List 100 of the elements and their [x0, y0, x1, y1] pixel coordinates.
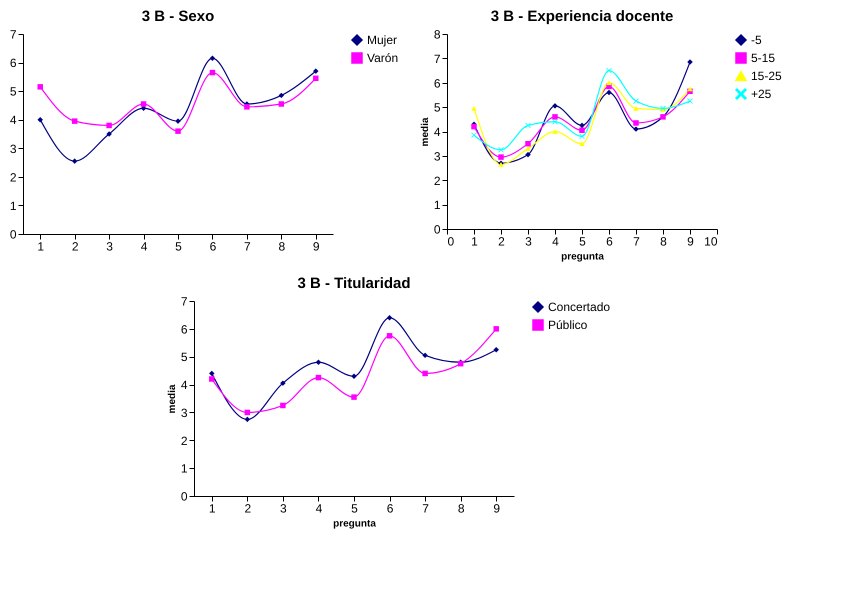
x-axis-title: pregunta	[561, 252, 604, 262]
legend-label: Público	[548, 318, 588, 332]
point	[498, 147, 504, 153]
x-tick-label: 4	[316, 502, 323, 516]
point	[422, 352, 428, 358]
x-tick-label: 7	[633, 234, 640, 248]
point	[313, 76, 319, 82]
point	[37, 84, 43, 90]
point	[633, 126, 639, 132]
point	[386, 314, 392, 320]
point	[244, 416, 250, 422]
y-tick-label: 1	[10, 198, 17, 213]
point	[106, 122, 112, 128]
y-tick-label: 7	[180, 294, 188, 308]
x-tick-label: 4	[140, 240, 148, 254]
point	[316, 374, 322, 380]
x-tick-label: 1	[37, 240, 44, 254]
x-tick-label: 9	[493, 502, 500, 516]
point	[316, 360, 322, 366]
y-tick-label: 2	[10, 170, 17, 184]
point	[471, 132, 477, 138]
point	[525, 152, 531, 158]
y-tick-label: 5	[10, 84, 17, 99]
y-tick-label: 0	[180, 490, 188, 504]
point	[280, 402, 286, 408]
point	[493, 326, 499, 332]
chart-title: 3 B - Experiencia docente	[490, 8, 674, 25]
point	[579, 128, 585, 134]
x-tick-label: 6	[210, 240, 217, 254]
point	[525, 146, 531, 151]
legend-label: Concertado	[548, 300, 610, 314]
y-tick-label: 5	[434, 100, 441, 115]
y-tick-label: 4	[10, 113, 17, 128]
legend-label: 15-25	[751, 69, 782, 83]
point	[209, 376, 215, 382]
point	[633, 98, 639, 104]
legend-label: Varón	[367, 51, 398, 65]
point	[525, 140, 531, 146]
x-tick-label: 8	[278, 240, 286, 254]
point	[175, 128, 181, 134]
point	[552, 114, 558, 120]
point	[106, 131, 112, 137]
y-tick-label: 1	[180, 462, 188, 476]
y-tick-label: 8	[434, 28, 441, 42]
point	[422, 370, 428, 376]
x-tick-label: 5	[351, 502, 358, 516]
point	[313, 68, 319, 74]
point	[579, 141, 585, 146]
x-tick-label: 3	[280, 502, 288, 516]
y-axis-title: media	[420, 117, 431, 146]
point	[386, 333, 392, 339]
x-tick-label: 3	[106, 240, 114, 254]
point	[244, 104, 250, 110]
point	[493, 347, 499, 352]
legend-label: Mujer	[367, 33, 398, 47]
x-axis-title: pregunta	[333, 518, 376, 530]
x-tick-label: 3	[525, 234, 532, 248]
y-tick-label: 2	[180, 434, 188, 448]
y-tick-label: 7	[10, 28, 17, 42]
point	[633, 120, 639, 126]
point	[72, 118, 78, 124]
point	[175, 118, 181, 124]
x-tick-label: 2	[72, 240, 79, 254]
point	[244, 410, 250, 416]
chart-title: 3 B - Titularidad	[297, 275, 411, 292]
point	[37, 116, 43, 122]
legend-label: +25	[751, 87, 772, 101]
point	[579, 122, 585, 128]
point	[351, 394, 357, 400]
point	[552, 129, 558, 134]
point	[471, 124, 477, 130]
point	[498, 154, 504, 160]
point	[140, 101, 146, 107]
point	[351, 373, 357, 379]
x-tick-label: 2	[498, 234, 506, 248]
y-tick-label: 6	[10, 56, 17, 70]
x-tick-label: 7	[422, 502, 430, 516]
y-tick-label: 7	[434, 52, 441, 66]
x-tick-label: 2	[244, 502, 252, 516]
y-tick-label: 1	[434, 198, 441, 212]
y-tick-label: 6	[434, 76, 441, 90]
y-tick-label: 5	[180, 350, 188, 364]
legend-label: 5-15	[751, 51, 776, 65]
y-tick-label: 2	[434, 174, 441, 188]
point	[278, 92, 284, 98]
point	[210, 56, 216, 62]
x-tick-label: 7	[244, 240, 252, 254]
x-tick-label: 4	[552, 234, 560, 248]
point	[72, 158, 78, 164]
x-tick-label: 10	[704, 234, 718, 248]
x-tick-label: 1	[471, 234, 478, 248]
point	[525, 122, 531, 128]
x-tick-label: 5	[579, 234, 586, 248]
y-tick-label: 6	[180, 322, 188, 336]
x-tick-label: 1	[208, 502, 216, 516]
x-tick-label: 6	[606, 234, 614, 248]
y-tick-label: 3	[10, 142, 17, 156]
point	[687, 59, 693, 65]
point	[209, 370, 215, 376]
point	[280, 380, 286, 386]
